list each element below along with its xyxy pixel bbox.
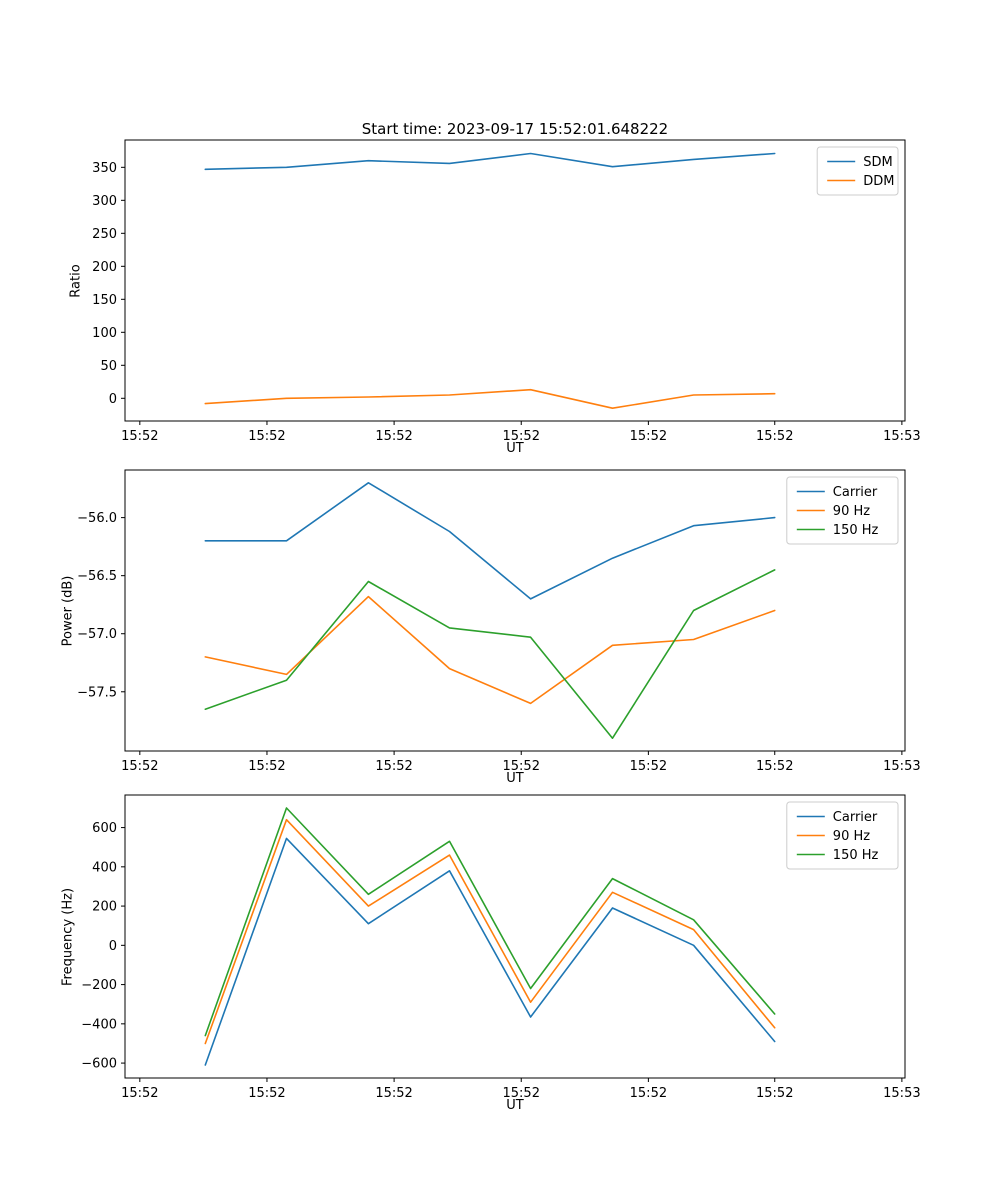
y-tick-label: 200 [92,900,117,915]
y-tick-label: 150 [92,293,117,308]
x-tick-label: 15:52 [503,759,540,774]
y-tick-label: −57.5 [77,685,117,700]
x-tick-label: 15:52 [630,1086,667,1101]
legend-label-carrier: Carrier [833,485,878,500]
y-tick-label: 350 [92,161,117,176]
y-tick-label: 250 [92,227,117,242]
series-line-90-hz [204,595,776,705]
y-tick-label: 200 [92,260,117,275]
y-tick-label: 400 [92,860,117,875]
series-line-150-hz [204,569,776,740]
x-tick-label: 15:52 [756,1086,793,1101]
x-tick-label: 15:52 [121,1086,158,1101]
axes-spines [124,139,906,422]
y-tick-label: −56.5 [77,569,117,584]
y-tick-label: −200 [81,978,117,993]
legend-label-150-hz: 150 Hz [833,523,879,538]
x-tick-label: 15:52 [503,429,540,444]
legend-label-90-hz: 90 Hz [833,504,870,519]
y-tick-label: 50 [100,359,117,374]
legend-box [816,146,899,196]
y-tick-label: 100 [92,326,117,341]
legend-label-ddm: DDM [863,174,894,189]
y-tick-label: 0 [109,392,117,407]
legend-label-150-hz: 150 Hz [833,848,879,863]
x-axis-label-ut-1: UT [506,441,524,456]
y-tick-label: 600 [92,821,117,836]
legend-label-sdm: SDM [863,155,892,170]
y-tick-label: −56.0 [77,511,117,526]
x-tick-label: 15:52 [756,759,793,774]
x-tick-label: 15:52 [375,1086,412,1101]
x-tick-label: 15:52 [630,759,667,774]
x-tick-label: 15:52 [630,429,667,444]
y-tick-label: 300 [92,194,117,209]
y-tick-label: 0 [109,939,117,954]
y-tick-label: −400 [81,1017,117,1032]
x-axis-label-ut-3: UT [506,1098,524,1113]
x-tick-label: 15:53 [883,759,920,774]
subplot-3: 15:52 15:52 15:52 15:52 15:52 15:52 15:53 −600 −… [81,794,921,1101]
legend-box [786,801,899,870]
series-line-carrier [204,837,776,1066]
legend-label-90-hz: 90 Hz [833,829,870,844]
legend-box [786,476,899,545]
series-line-150-hz [204,807,776,1037]
subplot-1: 15:52 15:52 15:52 15:52 15:52 15:52 15:53 0 50 10… [92,139,921,444]
x-tick-label: 15:52 [248,1086,285,1101]
axes-spines [124,794,906,1079]
axes-spines [124,469,906,752]
y-axis-label-frequency: Frequency (Hz) [60,887,76,987]
x-tick-label: 15:53 [883,1086,920,1101]
x-tick-label: 15:52 [248,429,285,444]
y-axis-label-power: Power (dB) [60,575,76,647]
x-tick-label: 15:52 [756,429,793,444]
y-tick-label: −57.0 [77,627,117,642]
x-tick-label: 15:52 [121,429,158,444]
series-line-90-hz [204,818,776,1045]
series-line-sdm [204,152,776,171]
figure-title: Start time: 2023-09-17 15:52:01.648222 [361,120,669,138]
x-tick-label: 15:52 [375,759,412,774]
subplot-2: 15:52 15:52 15:52 15:52 15:52 15:52 15:53 −56.0… [77,469,921,774]
y-tick-label: −600 [81,1057,117,1072]
legend-label-carrier: Carrier [833,810,878,825]
x-tick-label: 15:52 [375,429,412,444]
x-axis-label-ut-2: UT [506,771,524,786]
x-tick-label: 15:53 [883,429,920,444]
x-tick-label: 15:52 [503,1086,540,1101]
series-line-carrier [204,481,776,600]
y-axis-label-ratio: Ratio [68,264,84,298]
x-tick-label: 15:52 [248,759,285,774]
series-line-ddm [204,388,776,410]
x-tick-label: 15:52 [121,759,158,774]
